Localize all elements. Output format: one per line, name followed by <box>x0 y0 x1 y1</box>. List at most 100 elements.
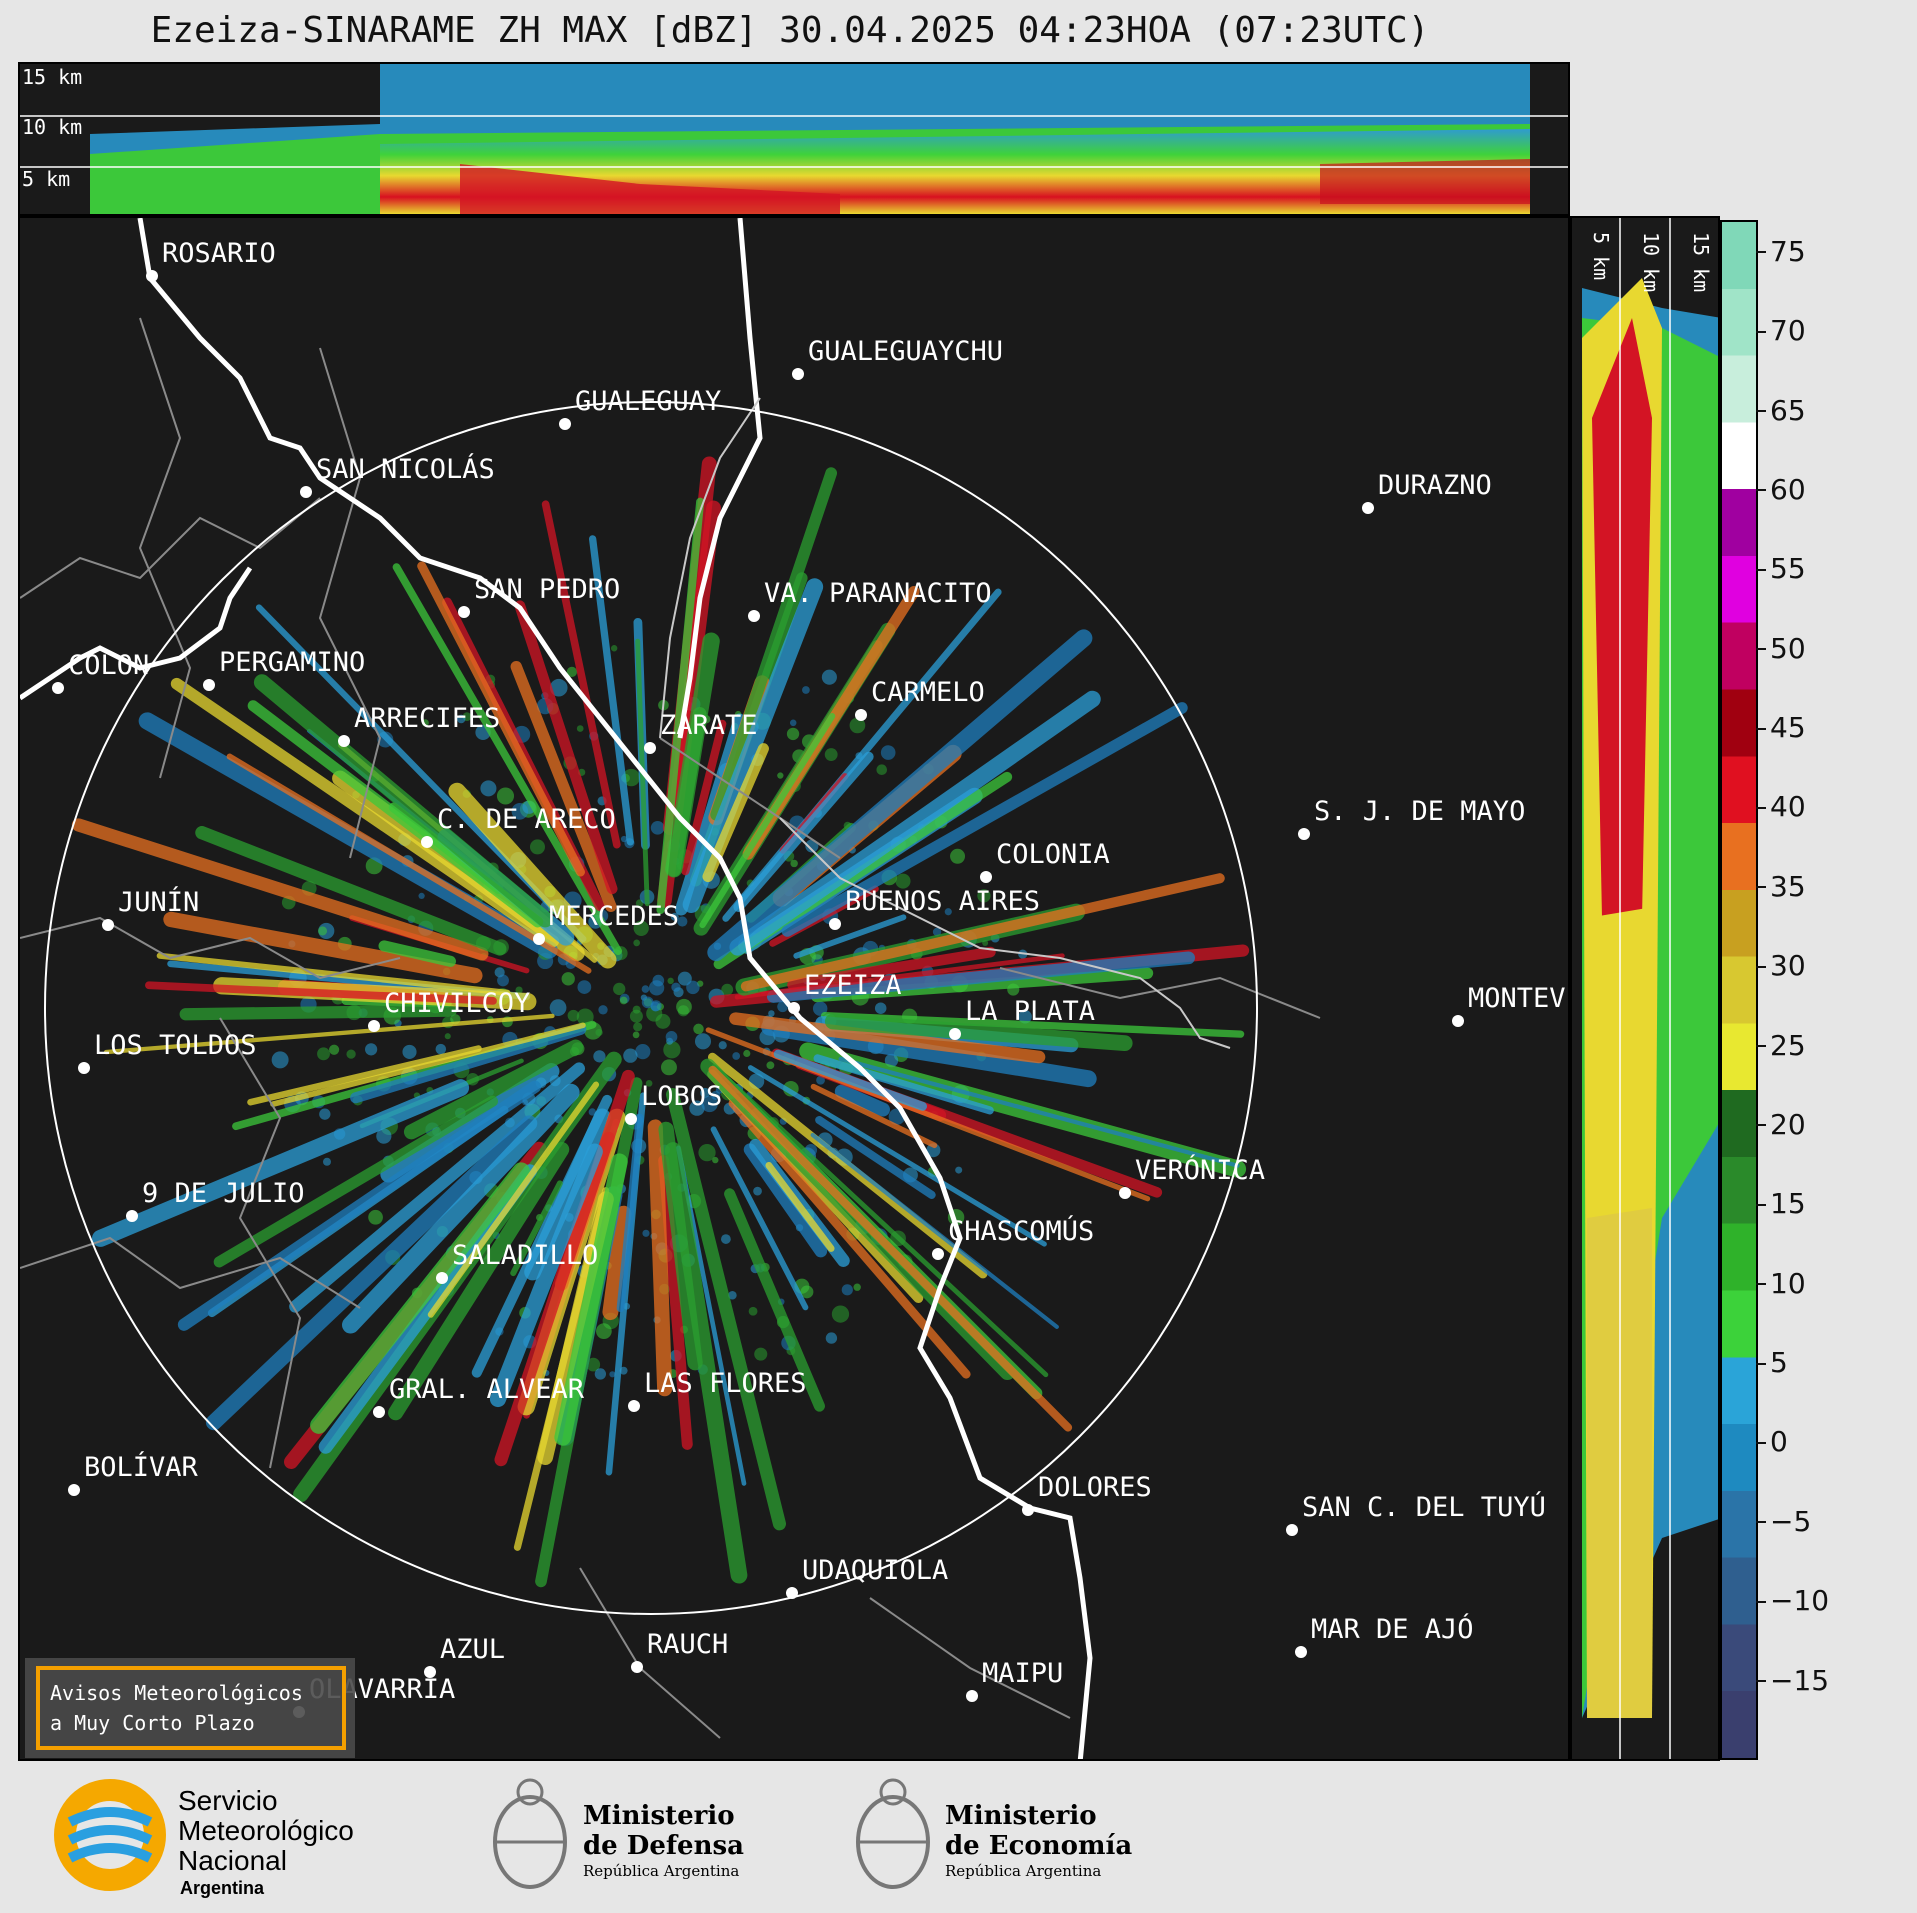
city-label: LA PLATA <box>965 996 1095 1027</box>
echo-speckle <box>753 1186 762 1196</box>
echo-ray <box>815 1115 936 1199</box>
echo-ray <box>91 1079 470 1247</box>
city-23: LOBOS <box>625 1081 722 1125</box>
echo-ray <box>403 1039 584 1140</box>
echo-speckle <box>686 980 700 995</box>
city-label: ROSARIO <box>162 238 276 269</box>
echo-ray <box>729 690 1101 956</box>
coastline-rivers <box>20 218 1093 1759</box>
echo-speckle <box>648 980 665 996</box>
echo-ray <box>765 1161 835 1252</box>
warning-notice[interactable]: Avisos Meteorológicos a Muy Corto Plazo <box>25 1658 355 1758</box>
echo-speckle <box>641 985 650 993</box>
echo-ray <box>734 953 1065 1000</box>
defensa-line-1: Ministerio <box>583 1801 735 1831</box>
city-dot <box>368 1020 380 1032</box>
colorbar-tick: 20 <box>1756 1108 1806 1141</box>
city-19: CHIVILCOY <box>368 988 530 1032</box>
smn-line-3: Nacional <box>178 1845 287 1876</box>
city-dot <box>421 836 433 848</box>
echo-ray <box>729 1012 1046 1064</box>
city-dot <box>146 270 158 282</box>
city-5: SAN PEDRO <box>458 574 620 618</box>
echo-speckle <box>880 745 896 760</box>
echo-ray <box>342 1083 580 1334</box>
echo-speckle <box>365 1043 378 1056</box>
city-dot <box>300 486 312 498</box>
city-10: ARRECIFES <box>338 703 500 747</box>
city-29: LAS FLORES <box>628 1368 807 1412</box>
echo-speckle <box>515 986 523 994</box>
notice-line-2: a Muy Corto Plazo <box>50 1711 255 1735</box>
echo-speckle <box>650 1000 662 1012</box>
defensa-coat-of-arms <box>493 1778 567 1889</box>
city-label: LAS FLORES <box>644 1368 807 1399</box>
echo-ray <box>514 600 618 895</box>
city-2: GUALEGUAY <box>559 386 721 430</box>
radar-map[interactable]: ROSARIO GUALEGUAYCHU GUALEGUAY SAN NICOLÁS D… <box>18 216 1570 1761</box>
side-height-5: 5 km <box>1589 232 1613 280</box>
echo-ray <box>681 719 727 876</box>
echo-speckle <box>632 1005 641 1014</box>
echo-speckle <box>435 1043 447 1055</box>
city-dot <box>1022 1504 1034 1516</box>
city-6: VA. PARANACITO <box>748 578 992 622</box>
city-dot <box>203 679 215 691</box>
colorbar-tick: 30 <box>1756 949 1806 982</box>
defensa-line-2: de Defensa <box>583 1831 744 1861</box>
city-dot <box>625 1113 637 1125</box>
city-9: CARMELO <box>855 677 985 721</box>
colorbar-tick: 25 <box>1756 1029 1806 1062</box>
echo-speckle <box>728 1290 737 1300</box>
city-label: COLONIA <box>996 839 1110 870</box>
echo-speckle <box>712 1156 719 1164</box>
echo-speckle <box>849 717 866 734</box>
city-label: AZUL <box>440 1634 505 1665</box>
city-label: GRAL. ALVEAR <box>389 1374 585 1405</box>
echo-speckle <box>650 820 665 835</box>
city-label: JUNÍN <box>118 886 199 918</box>
city-7: COLON <box>52 650 149 694</box>
echo-ray <box>793 914 907 959</box>
city-12: C. DE ARECO <box>421 804 616 848</box>
echo-speckle <box>824 748 838 761</box>
city-dot <box>52 682 64 694</box>
echo-ray <box>253 674 554 928</box>
echo-ray <box>710 467 838 821</box>
city-dot <box>1119 1187 1131 1199</box>
city-label: 9 DE JULIO <box>142 1178 305 1209</box>
echo-ray <box>392 563 623 956</box>
echo-speckle <box>561 972 575 986</box>
echo-ray <box>318 1164 537 1454</box>
colorbar-tick: 35 <box>1756 870 1806 903</box>
echo-speckle <box>549 999 567 1017</box>
echo-ray <box>163 911 483 984</box>
echo-ray <box>810 1132 1059 1329</box>
city-label: ARRECIFES <box>354 703 500 734</box>
echo-speckle <box>418 892 425 900</box>
city-24: VERÓNICA <box>1119 1154 1265 1199</box>
echo-speckle <box>566 666 578 678</box>
notice-line-1: Avisos Meteorológicos <box>50 1681 303 1705</box>
city-33: UDAQUIOLA <box>786 1555 948 1599</box>
echo-speckle <box>622 768 640 787</box>
echo-ray <box>524 1108 611 1281</box>
echo-speckle <box>831 1305 850 1323</box>
city-label: CHASCOMÚS <box>948 1215 1094 1247</box>
echo-ray <box>658 1155 693 1450</box>
colorbar-tick: 10 <box>1756 1267 1806 1300</box>
city-28: GRAL. ALVEAR <box>373 1374 585 1418</box>
echo-speckle <box>402 1044 417 1059</box>
echo-speckle <box>671 982 681 992</box>
echo-speckle <box>619 996 628 1005</box>
echo-ray <box>247 700 544 928</box>
colorbar-tick: 60 <box>1756 473 1806 506</box>
echo-speckle <box>661 1059 677 1076</box>
echo-speckle <box>633 939 641 947</box>
echo-speckle <box>698 1144 716 1162</box>
echo-speckle <box>421 719 429 727</box>
echo-speckle <box>586 1357 601 1372</box>
echo-speckle <box>633 920 649 936</box>
city-13: S. J. DE MAYO <box>1298 796 1525 840</box>
echo-ray <box>270 1022 586 1107</box>
